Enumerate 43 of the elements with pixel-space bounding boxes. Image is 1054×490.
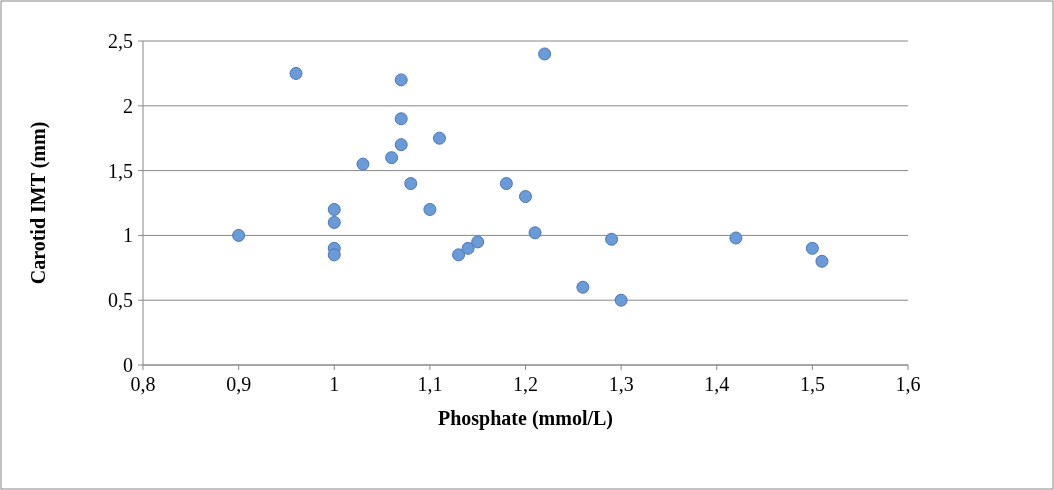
point [394,112,408,126]
point [394,73,408,87]
point [471,235,485,249]
x-tick-label: 1,1 [417,373,443,395]
y-tick-label: 0 [123,354,133,376]
y-axis-title: Carotid IMT (mm) [27,121,50,285]
x-tick-label: 1 [329,373,340,395]
y-tick-label: 2,5 [108,30,133,52]
point [605,232,619,246]
point [461,241,475,255]
point [576,280,590,294]
point [423,202,437,216]
point [327,202,341,216]
x-tick-label: 1,3 [608,373,634,395]
point [528,226,542,240]
x-tick-label: 1,4 [704,373,730,395]
x-tick-label: 0,8 [130,373,156,395]
x-axis-title: Phosphate (mmol/L) [438,407,613,430]
point [327,215,341,229]
x-tick-label: 0,9 [226,373,252,395]
point [614,293,628,307]
y-tick-label: 2 [123,94,133,117]
point [385,151,399,165]
y-tick-label: 1 [123,224,133,247]
point [452,248,466,262]
x-tick-label: 1,2 [513,373,538,395]
point [327,248,341,262]
point [519,190,532,204]
y-tick-label: 1,5 [108,159,133,182]
point [289,66,303,80]
point [356,157,370,171]
point [499,177,513,191]
point [394,138,408,152]
point [432,131,446,145]
x-tick-label: 1,5 [799,373,825,395]
point [538,47,552,61]
y-tick-label: 0,5 [108,289,133,312]
point [232,228,246,242]
point [805,241,819,255]
x-tick-label: 1,6 [895,373,921,395]
point [729,231,743,245]
point [404,177,418,191]
point [815,254,829,268]
